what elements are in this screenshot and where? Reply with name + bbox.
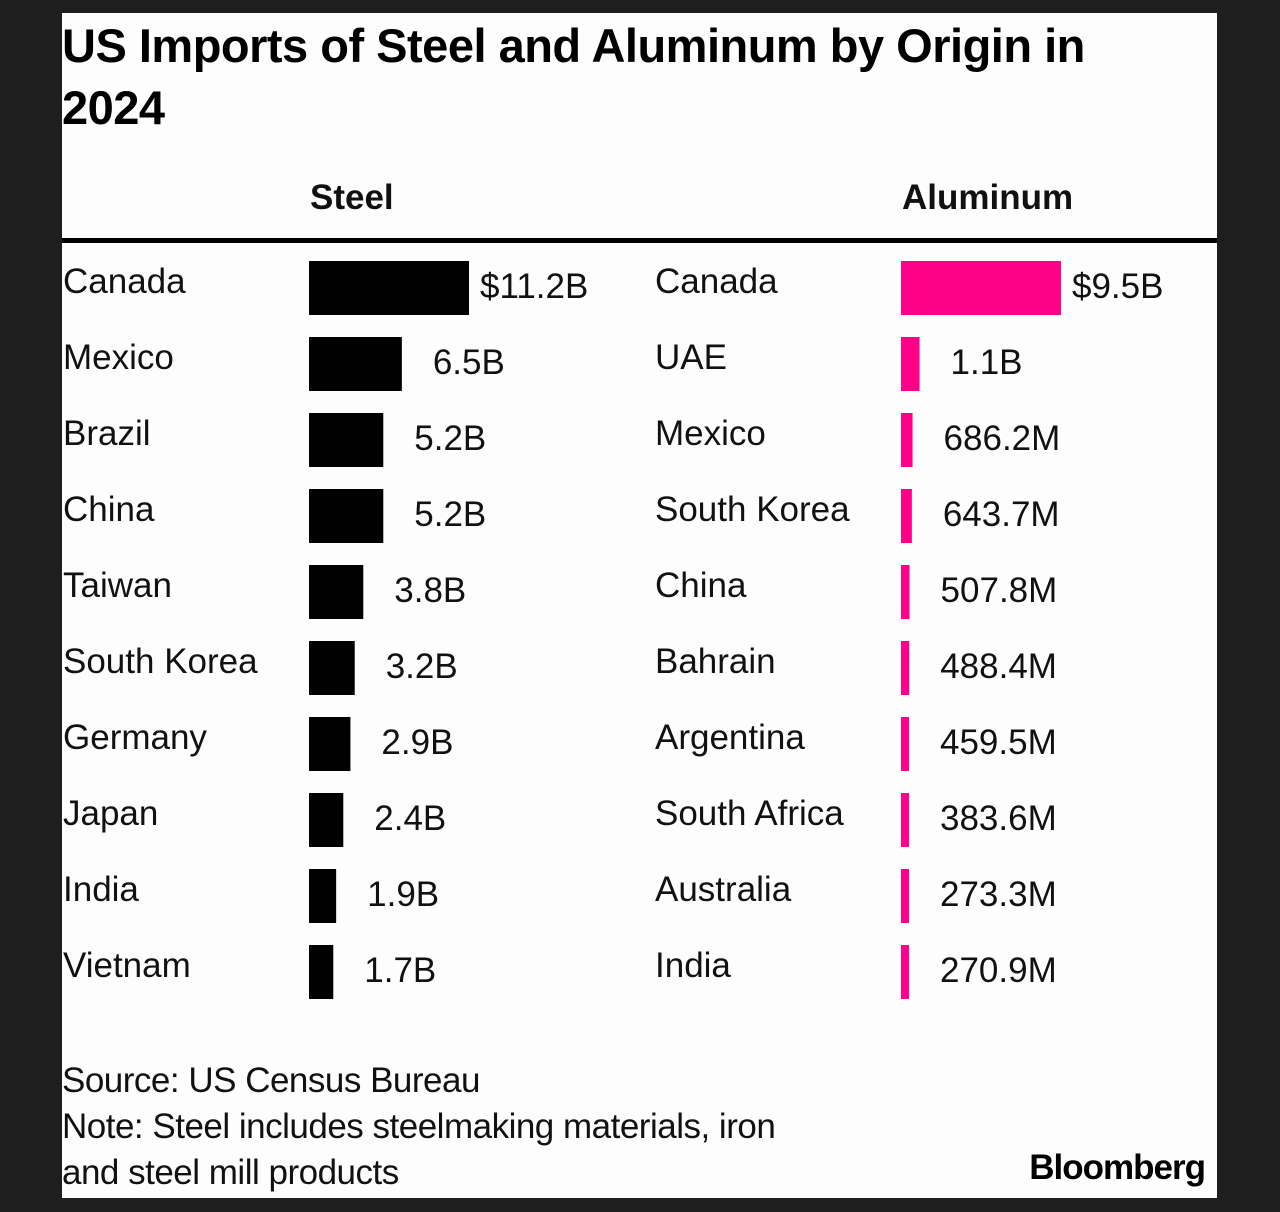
- aluminum-value-label: 686.2M: [944, 419, 1061, 458]
- aluminum-value-label: 1.1B: [951, 343, 1023, 382]
- steel-value-label: 1.9B: [367, 875, 439, 914]
- aluminum-value-label: 507.8M: [941, 571, 1058, 610]
- source-note: Source: US Census Bureau: [62, 1061, 480, 1100]
- aluminum-value-label: $9.5B: [1072, 267, 1163, 306]
- steel-bar: [309, 565, 364, 619]
- steel-value-label: 6.5B: [433, 343, 505, 382]
- aluminum-bar: [901, 869, 909, 923]
- steel-bar: [309, 945, 334, 999]
- steel-category-label: Germany: [63, 718, 207, 757]
- steel-category-label: Taiwan: [63, 566, 172, 605]
- aluminum-category-label: South Africa: [655, 794, 844, 833]
- steel-panel: Canada $11.2B Mexico 6.5B Brazil 5.2B China 5.2…: [63, 261, 588, 999]
- aluminum-value-label: 270.9M: [940, 951, 1057, 990]
- aluminum-bar: [901, 945, 909, 999]
- steel-value-label: 1.7B: [364, 951, 436, 990]
- steel-value-label: 3.2B: [386, 647, 458, 686]
- aluminum-value-label: 643.7M: [943, 495, 1060, 534]
- aluminum-category-label: China: [655, 566, 747, 605]
- aluminum-value-label: 459.5M: [940, 723, 1057, 762]
- header-divider: [62, 238, 1217, 243]
- aluminum-category-label: India: [655, 946, 731, 985]
- steel-bar: [309, 337, 402, 391]
- bloomberg-logo: Bloomberg: [1029, 1148, 1206, 1187]
- aluminum-category-label: Australia: [655, 870, 792, 909]
- chart-footer: Source: US Census Bureau Note: Steel inc…: [62, 1058, 776, 1196]
- steel-bar: [309, 793, 344, 847]
- steel-category-label: China: [63, 490, 155, 529]
- aluminum-bar: [901, 793, 909, 847]
- aluminum-category-label: Argentina: [655, 718, 805, 757]
- steel-value-label: 5.2B: [414, 495, 486, 534]
- aluminum-bar: [901, 717, 909, 771]
- aluminum-panel: Canada $9.5B UAE 1.1B Mexico 686.2M South Kore…: [655, 261, 1163, 999]
- steel-bar: [309, 261, 469, 315]
- chart-card: US Imports of Steel and Aluminum by Orig…: [62, 13, 1217, 1198]
- aluminum-bar: [901, 641, 910, 695]
- aluminum-category-label: Canada: [655, 262, 778, 301]
- aluminum-column-header: Aluminum: [902, 178, 1074, 217]
- steel-value-label: 2.9B: [381, 723, 453, 762]
- aluminum-value-label: 488.4M: [940, 647, 1057, 686]
- aluminum-bar: [901, 337, 920, 391]
- chart-title: US Imports of Steel and Aluminum by Orig…: [62, 19, 1085, 134]
- footnote-line-1: Note: Steel includes steelmaking materia…: [62, 1107, 776, 1146]
- steel-category-label: Vietnam: [63, 946, 191, 985]
- steel-category-label: Mexico: [63, 338, 174, 377]
- steel-value-label: 5.2B: [414, 419, 486, 458]
- steel-bar: [309, 489, 384, 543]
- steel-bar: [309, 413, 384, 467]
- bar-chart: Canada $11.2B Mexico 6.5B Brazil 5.2B China 5.2…: [63, 261, 1163, 999]
- aluminum-category-label: Bahrain: [655, 642, 776, 681]
- aluminum-value-label: 273.3M: [940, 875, 1057, 914]
- steel-category-label: India: [63, 870, 139, 909]
- steel-bar: [309, 869, 337, 923]
- aluminum-bar: [901, 489, 912, 543]
- steel-category-label: Brazil: [63, 414, 151, 453]
- steel-category-label: South Korea: [63, 642, 258, 681]
- steel-column-header: Steel: [310, 178, 394, 217]
- aluminum-category-label: Mexico: [655, 414, 766, 453]
- steel-category-label: Canada: [63, 262, 186, 301]
- aluminum-category-label: South Korea: [655, 490, 850, 529]
- footnote-line-2: and steel mill products: [62, 1153, 399, 1192]
- aluminum-category-label: UAE: [655, 338, 727, 377]
- aluminum-bar: [901, 413, 913, 467]
- steel-bar: [309, 641, 355, 695]
- steel-value-label: 3.8B: [394, 571, 466, 610]
- steel-value-label: $11.2B: [480, 267, 588, 306]
- aluminum-value-label: 383.6M: [940, 799, 1057, 838]
- aluminum-bar: [901, 565, 910, 619]
- aluminum-bar: [901, 261, 1061, 315]
- steel-category-label: Japan: [63, 794, 158, 833]
- steel-value-label: 2.4B: [374, 799, 446, 838]
- steel-bar: [309, 717, 351, 771]
